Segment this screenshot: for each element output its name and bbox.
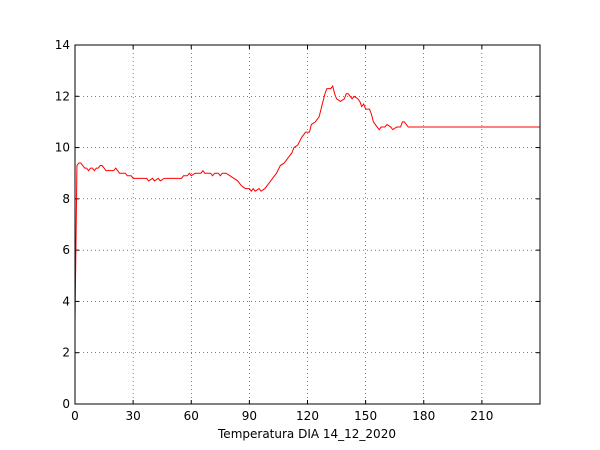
y-tick-label: 14	[55, 38, 70, 52]
plot-frame	[74, 44, 541, 405]
x-tick-label: 30	[125, 409, 140, 423]
x-tick-label: 90	[242, 409, 257, 423]
x-tick-label: 120	[296, 409, 319, 423]
x-axis-label: Temperatura DIA 14_12_2020	[217, 427, 396, 441]
y-tick-label: 8	[62, 192, 70, 206]
y-tick-label: 0	[62, 397, 70, 411]
line-series	[74, 84, 540, 322]
y-tick-label: 4	[62, 294, 70, 308]
y-tick-label: 6	[62, 243, 70, 257]
x-tick-label: 60	[184, 409, 199, 423]
x-tick-label: 150	[354, 409, 377, 423]
y-tick-label: 10	[55, 141, 70, 155]
x-tick-label: 180	[412, 409, 435, 423]
x-tick-label: 210	[470, 409, 493, 423]
y-tick-label: 2	[62, 346, 70, 360]
x-tick-label: 0	[71, 409, 79, 423]
y-tick-label: 12	[55, 89, 70, 103]
